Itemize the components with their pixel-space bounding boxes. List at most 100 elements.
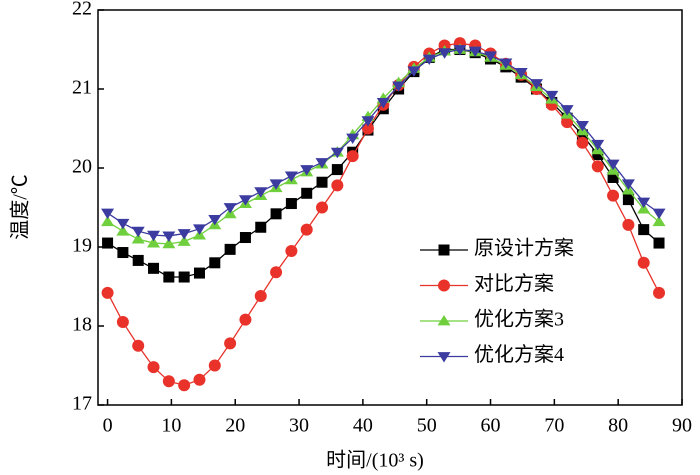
marker (269, 179, 283, 190)
marker (254, 289, 267, 302)
marker (147, 361, 160, 374)
marker (331, 179, 344, 192)
marker (514, 68, 528, 79)
marker (331, 164, 343, 176)
marker (622, 194, 634, 206)
marker (101, 208, 115, 220)
marker (117, 247, 129, 259)
legend-label: 优化方案3 (474, 308, 564, 331)
plot-frame (97, 9, 683, 406)
marker (346, 133, 360, 145)
x-tick-label: 80 (608, 415, 628, 437)
y-tick-label: 19 (72, 235, 92, 257)
x-tick-label: 70 (544, 415, 564, 437)
marker (561, 116, 574, 129)
marker (239, 313, 252, 326)
marker (638, 224, 650, 236)
marker (224, 243, 236, 255)
marker (223, 203, 237, 214)
y-tick-label: 20 (72, 156, 92, 178)
marker (560, 105, 574, 116)
legend-marker (437, 352, 451, 363)
legend-label: 优化方案4 (474, 343, 564, 366)
marker (300, 223, 313, 236)
marker (132, 254, 144, 266)
legend-label: 原设计方案 (474, 237, 574, 260)
marker (361, 122, 374, 135)
marker (131, 226, 145, 238)
marker (192, 224, 206, 235)
marker (606, 159, 620, 171)
marker (148, 262, 160, 274)
marker (255, 221, 267, 233)
marker (208, 214, 222, 226)
marker (315, 158, 329, 169)
marker (116, 218, 130, 230)
marker (162, 237, 176, 249)
marker (131, 233, 145, 244)
legend-label: 对比方案 (474, 272, 554, 295)
marker (162, 375, 175, 388)
marker (284, 171, 298, 182)
x-tick-label: 50 (417, 415, 437, 437)
marker (529, 79, 543, 90)
marker (637, 203, 651, 214)
marker (621, 179, 635, 190)
marker (301, 187, 313, 199)
marker (300, 165, 314, 176)
marker (575, 120, 589, 132)
marker (637, 256, 650, 269)
y-axis-label: 温度/℃ (9, 174, 32, 240)
marker (147, 237, 161, 248)
x-tick-label: 60 (481, 415, 501, 437)
marker (101, 286, 114, 299)
marker (652, 208, 666, 220)
marker (484, 51, 498, 62)
marker (376, 98, 390, 109)
marker (162, 231, 176, 242)
marker (591, 139, 605, 151)
marker (163, 271, 175, 283)
series-line (107, 48, 660, 237)
marker (193, 373, 206, 386)
marker (346, 150, 359, 163)
series-line (107, 48, 660, 245)
marker (499, 58, 513, 69)
x-axis-label: 时间/(10³ s) (326, 449, 424, 472)
marker (653, 286, 666, 299)
marker (453, 45, 467, 56)
marker (285, 244, 298, 257)
x-tick-label: 40 (353, 415, 373, 437)
marker (209, 257, 221, 269)
marker (592, 149, 604, 161)
x-tick-label: 30 (289, 415, 309, 437)
marker (147, 230, 161, 242)
x-tick-label: 90 (672, 415, 692, 437)
x-tick-label: 20 (225, 415, 245, 437)
marker (361, 116, 375, 127)
marker (392, 81, 406, 92)
marker (102, 237, 114, 249)
marker (101, 215, 115, 227)
marker (607, 171, 619, 183)
marker (254, 187, 268, 198)
x-tick-label: 10 (161, 415, 181, 437)
marker (224, 337, 237, 350)
marker (607, 189, 620, 202)
marker (178, 379, 191, 392)
marker (116, 316, 129, 329)
y-tick-label: 18 (72, 314, 92, 336)
marker (270, 208, 282, 220)
marker (468, 46, 482, 58)
marker (239, 232, 251, 244)
marker (330, 147, 344, 159)
marker (238, 195, 252, 206)
marker (177, 235, 191, 246)
legend-marker (438, 244, 450, 256)
marker (622, 218, 635, 231)
marker (316, 201, 329, 214)
marker (422, 54, 436, 66)
legend-marker (437, 314, 451, 326)
marker (316, 176, 328, 188)
marker (178, 271, 190, 283)
